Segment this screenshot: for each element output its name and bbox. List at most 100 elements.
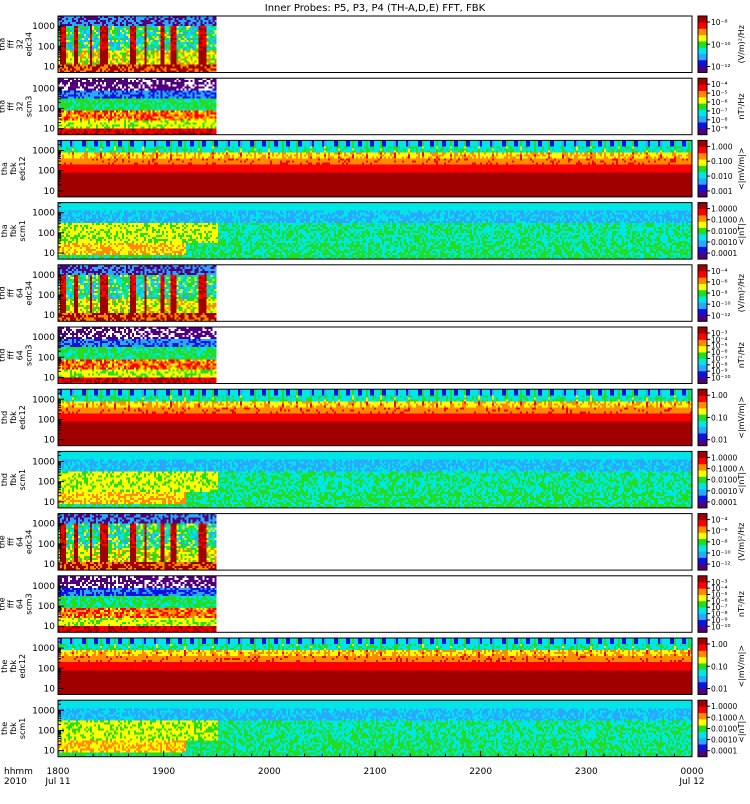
y-tick-label: 100 xyxy=(38,104,55,114)
colorbar-tick-label: 10⁻⁹ xyxy=(711,616,728,625)
colorbar-tick-label: 0.001 xyxy=(711,187,733,196)
colorbar-tick-label: 10⁻⁴ xyxy=(711,584,728,593)
colorbar-tick-label: 10⁻⁶ xyxy=(711,98,728,107)
colorbar-swatch xyxy=(698,370,707,378)
plot-frame xyxy=(57,202,693,260)
panel-ylabel: thefbkedc12 xyxy=(0,654,27,679)
colorbar-tick-label: 10⁻¹⁰ xyxy=(711,40,731,49)
colorbar-swatch xyxy=(698,650,707,658)
panel-ylabel: thafbkscm1 xyxy=(0,220,27,241)
colorbar-swatch xyxy=(698,737,707,745)
colorbar-tick-label: 10⁻⁸ xyxy=(711,289,728,298)
colorbar-tick-label: 0.1000 xyxy=(711,216,737,225)
y-tick-label: 1000 xyxy=(32,271,55,281)
ylabel-line: tha xyxy=(0,100,7,113)
ylabel-line: fbk xyxy=(9,473,18,486)
spectrogram-image xyxy=(58,16,217,73)
colorbar-frame xyxy=(697,77,708,136)
colorbar-tick-label: 10⁻⁹ xyxy=(711,367,728,376)
colorbar-swatch xyxy=(698,744,707,751)
colorbar-label: (V/m)²/Hz xyxy=(737,274,746,312)
colorbar-swatch xyxy=(698,495,707,502)
spectrogram-image xyxy=(58,575,217,633)
colorbar-swatch xyxy=(698,563,707,571)
panel-ylabel: thefbkscm1 xyxy=(0,718,27,739)
y-tick-label: 1000 xyxy=(32,209,55,219)
panel-ylabel: thdfbkedc12 xyxy=(0,405,27,430)
figure-title: Inner Probes: P5, P3, P4 (TH-A,D,E) FFT,… xyxy=(265,3,486,14)
panels: 101001000thafff32edc3410⁻⁸10⁻¹⁰10⁻¹²(V/m… xyxy=(0,15,746,758)
colorbar-swatch xyxy=(698,532,707,540)
colorbar-swatch xyxy=(698,140,707,147)
panel-5: 101001000thdfff64edc3410⁻⁴10⁻⁶10⁻⁸10⁻¹⁰1… xyxy=(0,264,746,322)
colorbar-label: (V/m)²/Hz xyxy=(737,25,746,63)
colorbar-swatch xyxy=(698,215,707,222)
ylabel-line: scm3 xyxy=(25,593,34,614)
colorbar-swatch xyxy=(698,227,707,235)
colorbar-tick-label: 10⁻⁶ xyxy=(711,348,728,357)
panel-10: 101001000thefff64scm310⁻³10⁻⁴10⁻⁵10⁻⁶10⁻… xyxy=(0,575,746,633)
spectrogram-image xyxy=(58,264,217,322)
colorbar-swatch xyxy=(698,395,707,403)
y-tick-label: 1000 xyxy=(32,22,55,32)
colorbar-swatch xyxy=(698,663,707,670)
ylabel-line: thd xyxy=(0,411,9,424)
colorbar-swatch xyxy=(698,184,707,191)
y-tick-label: 100 xyxy=(38,664,55,674)
colorbar-tick-label: 10⁻⁷ xyxy=(711,107,728,116)
plot-frame xyxy=(57,326,693,384)
colorbar-swatch xyxy=(698,463,707,471)
y-tick-label: 100 xyxy=(38,478,55,488)
ylabel-line: scm1 xyxy=(18,469,27,490)
y-tick-label: 100 xyxy=(38,353,55,363)
colorbar-label: <|nT|> xyxy=(737,216,746,245)
colorbar-swatch xyxy=(698,271,707,278)
colorbar-swatch xyxy=(698,352,707,359)
x-tick-label: 2200 xyxy=(469,767,492,777)
ylabel-line: fbk xyxy=(9,224,18,237)
y-tick-label: 100 xyxy=(38,726,55,736)
colorbar-swatch xyxy=(698,433,707,440)
colorbar-swatch xyxy=(698,202,707,210)
x-tick-label: 0000 xyxy=(681,767,704,777)
ylabel-line: the xyxy=(0,535,7,548)
colorbar-tick-label: 10⁻¹⁰ xyxy=(711,300,731,309)
ylabel-line: the xyxy=(0,597,7,610)
panel-ylabel: thdfff64scm3 xyxy=(0,345,34,366)
ylabel-line: edc12 xyxy=(18,654,27,679)
panel-ylabel: thafff32scm3 xyxy=(0,96,34,117)
x-tick-label: 1900 xyxy=(152,767,175,777)
colorbar-tick-label: 0.10 xyxy=(711,413,728,422)
ylabel-line: fbk xyxy=(9,162,18,175)
colorbar-swatch xyxy=(698,594,707,602)
panel-ylabel: thafbkedc12 xyxy=(0,156,27,181)
colorbar-swatch xyxy=(698,78,707,85)
y-tick-label: 10 xyxy=(44,560,56,570)
colorbar-swatch xyxy=(698,53,707,61)
ylabel-line: 64 xyxy=(16,599,25,609)
y-tick-label: 1000 xyxy=(32,520,55,530)
y-tick-label: 10 xyxy=(44,187,56,197)
ylabel-line: thd xyxy=(0,473,9,486)
colorbar-swatch xyxy=(698,470,707,477)
colorbar-label: nT²/Hz xyxy=(737,93,746,119)
panel-7: 10 100 1000 thdfbkedc12 1.00 0.10 0.01 <|mV/m|> xyxy=(0,388,746,447)
y-tick-label: 10 xyxy=(44,249,56,259)
colorbar-swatch xyxy=(698,333,707,340)
colorbar-swatch xyxy=(698,165,707,173)
colorbar-swatch xyxy=(698,289,707,297)
colorbar-swatch xyxy=(698,451,707,458)
y-tick-label: 10 xyxy=(44,125,56,135)
colorbar-swatch xyxy=(698,582,707,589)
colorbar-swatch xyxy=(698,109,707,117)
panel-1: 101001000thafff32edc3410⁻⁸10⁻¹⁰10⁻¹²(V/m… xyxy=(0,15,746,73)
colorbar-swatch xyxy=(698,190,707,198)
colorbar-tick-label: 10⁻⁴ xyxy=(711,516,728,525)
ylabel-line: edc34 xyxy=(25,32,34,57)
colorbar-swatch xyxy=(698,408,707,415)
colorbar-swatch xyxy=(698,401,707,409)
colorbar-tick-label: 1.000 xyxy=(711,142,733,151)
y-tick-label: 10 xyxy=(44,373,56,383)
plot-frame xyxy=(57,77,693,136)
colorbar-tick-label: 10⁻⁶ xyxy=(711,278,728,287)
